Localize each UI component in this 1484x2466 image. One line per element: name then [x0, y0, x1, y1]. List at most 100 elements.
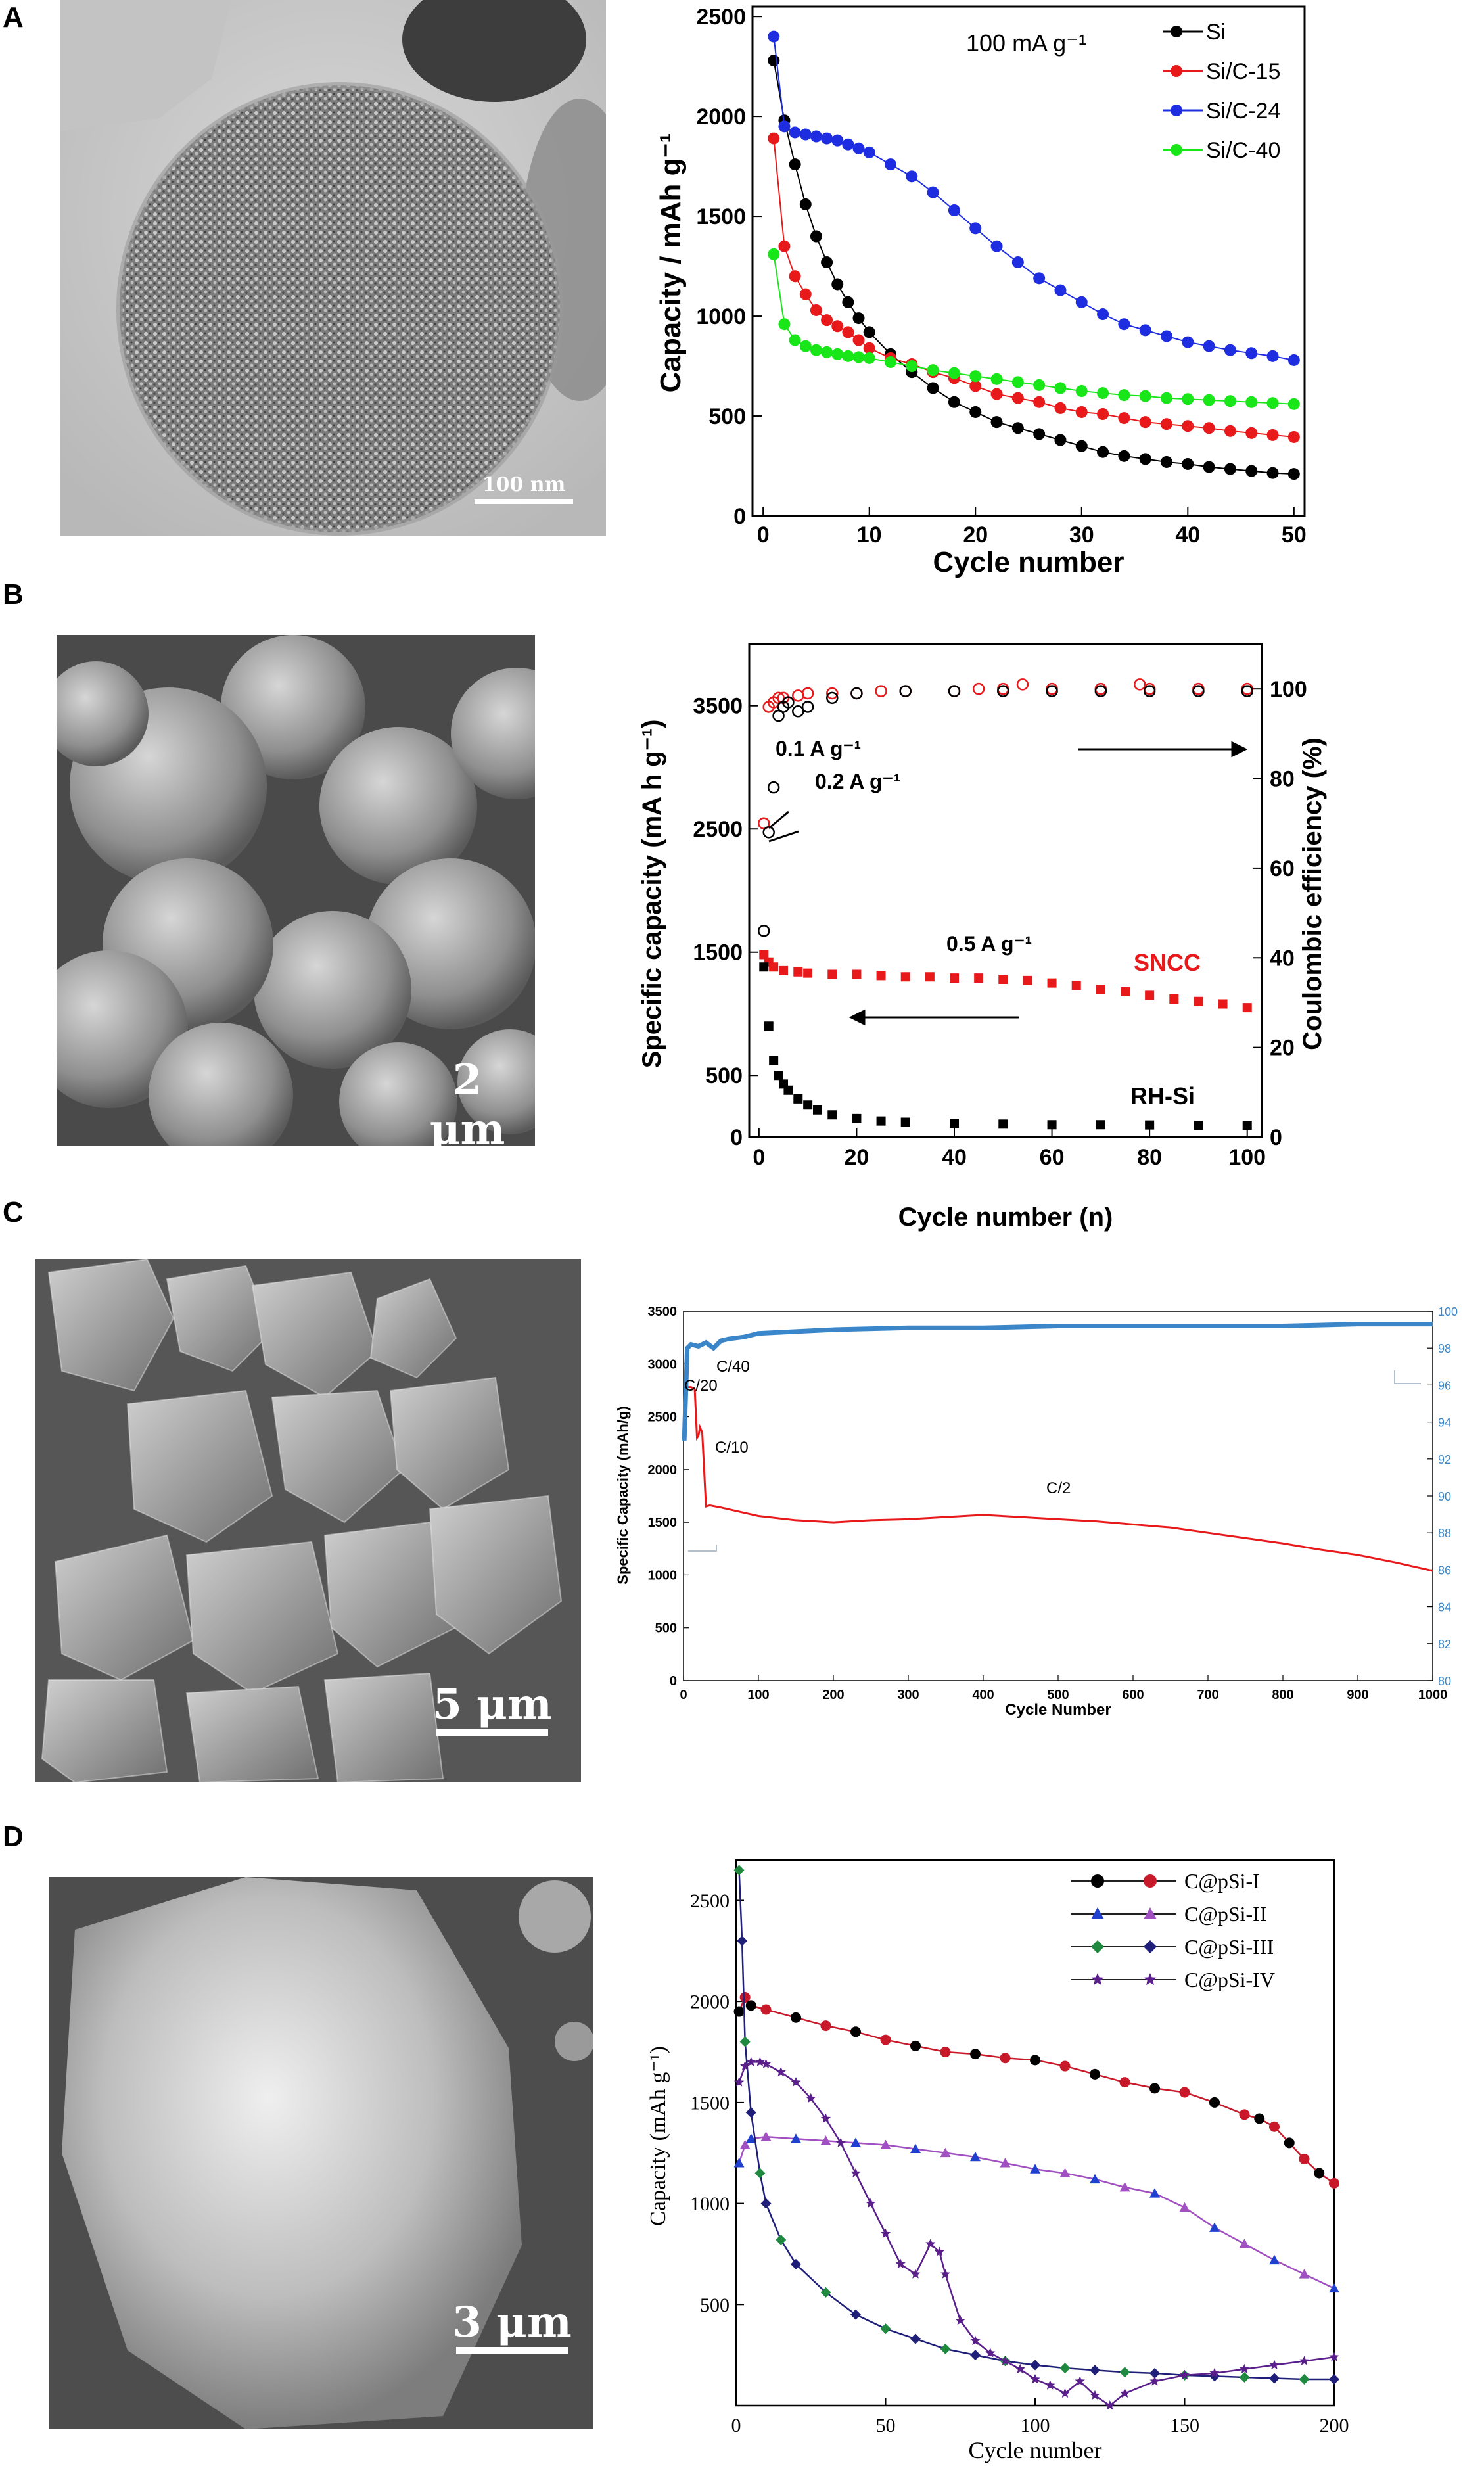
y2-tick-label: 86 — [1438, 1564, 1451, 1577]
data-point-C@pSi-III — [745, 2107, 756, 2118]
data-point-C@pSi-I — [1209, 2097, 1220, 2108]
y2-tick-label: 80 — [1438, 1675, 1451, 1688]
data-point-C@pSi-I — [940, 2047, 951, 2058]
data-point-Si/C-40 — [927, 364, 939, 377]
panel-letter-c: C — [3, 1196, 24, 1228]
data-point-Si/C-40 — [1287, 398, 1300, 410]
x-tick-label: 30 — [1069, 523, 1094, 547]
data-point-Si — [821, 256, 833, 269]
data-point-Si — [948, 396, 960, 408]
data-point-Si/C-40 — [969, 370, 982, 383]
data-point-Si/C-15 — [1182, 420, 1194, 432]
data-point-Si — [1139, 453, 1151, 465]
data-point-C@pSi-IV — [1239, 2363, 1250, 2374]
data-point-Si — [1054, 434, 1067, 446]
plot-area — [748, 643, 1263, 1138]
data-point-RH-Si-CE — [1143, 685, 1156, 697]
y2-tick-label: 84 — [1438, 1601, 1451, 1614]
y-tick-label: 500 — [708, 404, 746, 429]
x-tick-label: 50 — [876, 2415, 896, 2436]
annotation-0.5: 0.5 A g⁻¹ — [946, 932, 1032, 956]
data-point-C@pSi-III — [1119, 2367, 1130, 2378]
data-point-C@pSi-IV — [1105, 2400, 1115, 2410]
data-point-Si — [990, 416, 1003, 429]
data-point-Si/C-40 — [1245, 396, 1258, 408]
annotation-c2: C/2 — [1046, 1479, 1071, 1497]
data-point-Si/C-40 — [831, 348, 844, 360]
data-point-SNCC-CE — [772, 691, 785, 705]
data-point-Si/C-24 — [1118, 318, 1130, 331]
x-tick-label: 20 — [963, 523, 988, 547]
y2-tick-label: 60 — [1270, 856, 1295, 881]
data-point-Si/C-40 — [799, 340, 812, 352]
data-point-Si/C-15 — [1203, 422, 1215, 434]
data-point-C@pSi-I — [1000, 2053, 1011, 2064]
legend-marker — [1171, 144, 1182, 156]
data-point-C@pSi-II — [1030, 2164, 1040, 2174]
y2-tick-label: 40 — [1270, 946, 1295, 971]
data-point-C@pSi-II — [1329, 2283, 1339, 2293]
y-tick-label: 1500 — [693, 941, 743, 965]
data-point-C@pSi-II — [791, 2133, 801, 2143]
data-point-Si/C-15 — [1054, 402, 1067, 414]
data-point-RH-Si-CE — [1094, 685, 1107, 697]
data-point-RH-Si — [774, 1071, 783, 1081]
y-tick-label: 2500 — [696, 5, 746, 30]
data-point-C@pSi-II — [940, 2147, 951, 2158]
data-point-C@pSi-IV — [1269, 2360, 1280, 2369]
data-point-Si — [969, 406, 982, 418]
x-tick-label: 400 — [972, 1688, 994, 1702]
y-tick-label: 2000 — [648, 1463, 678, 1477]
data-point-C@pSi-III — [1329, 2374, 1339, 2385]
data-point-C@pSi-I — [1090, 2068, 1100, 2080]
y2-tick-label: 92 — [1438, 1453, 1451, 1466]
data-point-Si — [1075, 440, 1088, 452]
data-point-Si — [1182, 457, 1194, 470]
data-point-RH-Si — [827, 1110, 837, 1120]
data-point-RH-Si — [1145, 1120, 1155, 1130]
data-point-C@pSi-III — [791, 2258, 801, 2269]
y-axis-label: Capacity / mAh g⁻¹ — [655, 133, 687, 393]
data-point-Si/C-24 — [1139, 324, 1151, 337]
scale-bar-a: 100 nm — [468, 473, 580, 504]
chart-c: 0 100 200 300 400 500 600 700 800 900 1000 0 500 1000… — [614, 1305, 1458, 1719]
data-point-Si/C-15 — [789, 270, 801, 283]
panel-letter-b: B — [3, 578, 24, 611]
data-point-RH-Si — [769, 1056, 779, 1065]
scale-label-b: 2 μm — [429, 1056, 505, 1146]
sem-micrograph-d: 3 μm — [49, 1877, 593, 2429]
x-tick-label: 900 — [1347, 1688, 1368, 1702]
y-tick-label: 2000 — [690, 1991, 730, 2013]
data-point-Si/C-15 — [990, 388, 1003, 400]
data-point-Si/C-24 — [1266, 350, 1279, 362]
data-point-C@pSi-IV — [880, 2228, 891, 2239]
data-point-SNCC — [900, 972, 910, 982]
data-point-SNCC — [1194, 996, 1203, 1006]
data-point-Si/C-40 — [1118, 389, 1130, 402]
data-point-C@pSi-IV — [776, 2066, 786, 2077]
data-point-Si/C-15 — [810, 304, 822, 316]
data-point-Si/C-24 — [969, 222, 982, 235]
data-point-Si/C-24 — [1011, 256, 1024, 269]
data-point-Si/C-15 — [863, 342, 875, 354]
x-tick-label: 0 — [680, 1688, 687, 1702]
legend-marker — [1171, 65, 1182, 77]
scale-bar-b: 2 μm — [411, 1056, 523, 1146]
data-point-SNCC — [950, 973, 959, 983]
data-point-RH-Si-CE — [948, 685, 961, 697]
data-point-Si/C-40 — [885, 356, 896, 368]
data-point-RH-Si-CE — [1241, 685, 1253, 697]
y-tick-label: 3500 — [648, 1305, 678, 1319]
data-point-C@pSi-II — [1239, 2239, 1250, 2248]
data-point-C@pSi-III — [850, 2309, 861, 2320]
data-point-C@pSi-II — [850, 2137, 861, 2147]
data-point-Si/C-24 — [927, 186, 939, 198]
x-tick-label: 0 — [731, 2415, 741, 2436]
data-point-Si/C-15 — [1224, 425, 1236, 437]
series-line-coulombic-efficiency — [682, 1322, 1433, 1441]
data-point-C@pSi-I — [1314, 2168, 1325, 2179]
data-point-C@pSi-II — [745, 2133, 756, 2143]
data-point-Si/C-24 — [990, 240, 1003, 252]
data-point-SNCC — [1121, 987, 1130, 996]
data-point-C@pSi-IV — [934, 2246, 944, 2256]
